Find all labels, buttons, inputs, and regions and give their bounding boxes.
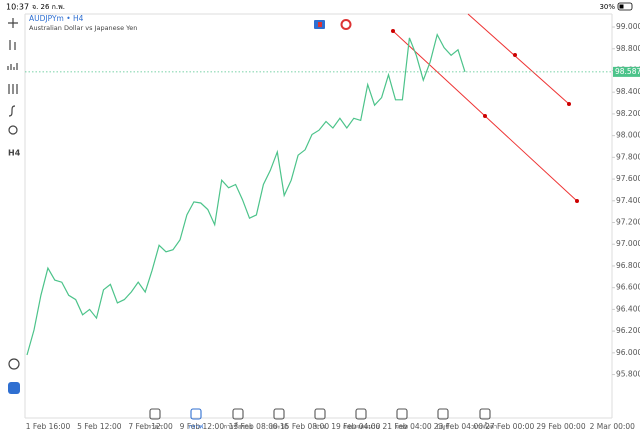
y-tick-label: 97.400: [616, 196, 640, 205]
nav-icon[interactable]: [437, 408, 449, 420]
nav-icon[interactable]: [314, 408, 326, 420]
x-tick-label: 13 Feb 08:00: [229, 422, 278, 431]
nav-label[interactable]: กราฟ: [189, 424, 203, 431]
x-tick-label: 19 Feb 04:00: [331, 422, 380, 431]
price-line: [26, 32, 466, 356]
x-tick-label: 15 Feb 08:00: [280, 422, 329, 431]
nav-icon[interactable]: [149, 408, 161, 420]
y-tick-label: 99.000: [616, 22, 640, 31]
battery-fill: [619, 4, 624, 9]
indicator-tool[interactable]: [7, 63, 18, 70]
nav-label[interactable]: บัญชี: [437, 423, 450, 431]
app-icon[interactable]: [8, 382, 20, 394]
y-tick-label: 96.400: [616, 304, 640, 313]
symbol-title: AUDJPYm • H4: [29, 14, 84, 23]
trend-line[interactable]: [467, 13, 570, 105]
y-tick-label: 97.600: [616, 174, 640, 183]
nav-icon[interactable]: [273, 408, 285, 420]
crosshair-tool[interactable]: [8, 18, 18, 28]
nav-icon[interactable]: [232, 408, 244, 420]
trend-handle[interactable]: [575, 199, 579, 203]
symbol-description: Australian Dollar vs Japanese Yen: [29, 24, 137, 32]
nav-label[interactable]: ราคา: [148, 424, 162, 431]
flag-jp[interactable]: [340, 19, 352, 30]
nav-label[interactable]: การตั้งค่า: [473, 421, 497, 431]
x-tick-label: 2 Mar 00:00: [590, 422, 636, 431]
trend-handle[interactable]: [483, 114, 487, 118]
flag-detail: [318, 22, 322, 27]
last-price-box: [613, 66, 640, 77]
x-tick-label: 9 Feb 12:00: [180, 422, 225, 431]
nav-label[interactable]: การซื้อขาย: [224, 421, 253, 431]
nav-label[interactable]: แชท: [396, 424, 408, 431]
x-tick-label: 1 Feb 16:00: [26, 422, 71, 431]
y-tick-label: 96.800: [616, 261, 640, 270]
last-price-label: 98.587: [615, 67, 640, 76]
y-tick-label: 98.000: [616, 131, 640, 140]
timeframe-button[interactable]: H4: [8, 149, 21, 158]
y-tick-label: 97.200: [616, 218, 640, 227]
nav-label[interactable]: กล่องจดหมาย: [343, 424, 379, 431]
battery-level: 30%: [599, 3, 615, 11]
x-tick-label: 29 Feb 00:00: [536, 422, 585, 431]
status-time: 10:37: [6, 3, 29, 12]
x-tick-label: 23 Feb 04:00: [434, 422, 483, 431]
y-tick-label: 98.800: [616, 44, 640, 53]
y-tick-label: 96.200: [616, 326, 640, 335]
x-tick-label: 5 Feb 12:00: [77, 422, 122, 431]
toolbar: [7, 18, 20, 370]
nav-icon[interactable]: [190, 408, 202, 420]
trend-handle[interactable]: [391, 29, 395, 33]
chart-type-tool[interactable]: [9, 40, 16, 50]
search-tool[interactable]: [8, 358, 20, 370]
y-tick-label: 98.200: [616, 109, 640, 118]
y-tick-label: 98.400: [616, 87, 640, 96]
objects-tool[interactable]: [8, 125, 18, 135]
nav-label[interactable]: ประวัติ: [270, 424, 288, 431]
nav-icon[interactable]: [479, 408, 491, 420]
y-tick-label: 97.000: [616, 239, 640, 248]
nav-label[interactable]: ข่าว: [315, 424, 326, 431]
y-tick-label: 95.800: [616, 370, 640, 379]
trend-handle[interactable]: [513, 53, 517, 57]
settings-tool[interactable]: [8, 84, 18, 94]
y-tick-label: 96.000: [616, 348, 640, 357]
nav-icon[interactable]: [355, 408, 367, 420]
y-tick-label: 96.600: [616, 283, 640, 292]
y-tick-label: 97.800: [616, 152, 640, 161]
trend-handle[interactable]: [567, 102, 571, 106]
status-date: จ. 26 ก.พ.: [32, 3, 65, 11]
x-tick-label: 7 Feb 12:00: [128, 422, 173, 431]
battery-icon: [617, 2, 633, 11]
x-tick-label: 21 Feb 04:00: [382, 422, 431, 431]
x-tick-label: 27 Feb 00:00: [485, 422, 534, 431]
nav-icon[interactable]: [396, 408, 408, 420]
function-tool[interactable]: [8, 105, 16, 117]
